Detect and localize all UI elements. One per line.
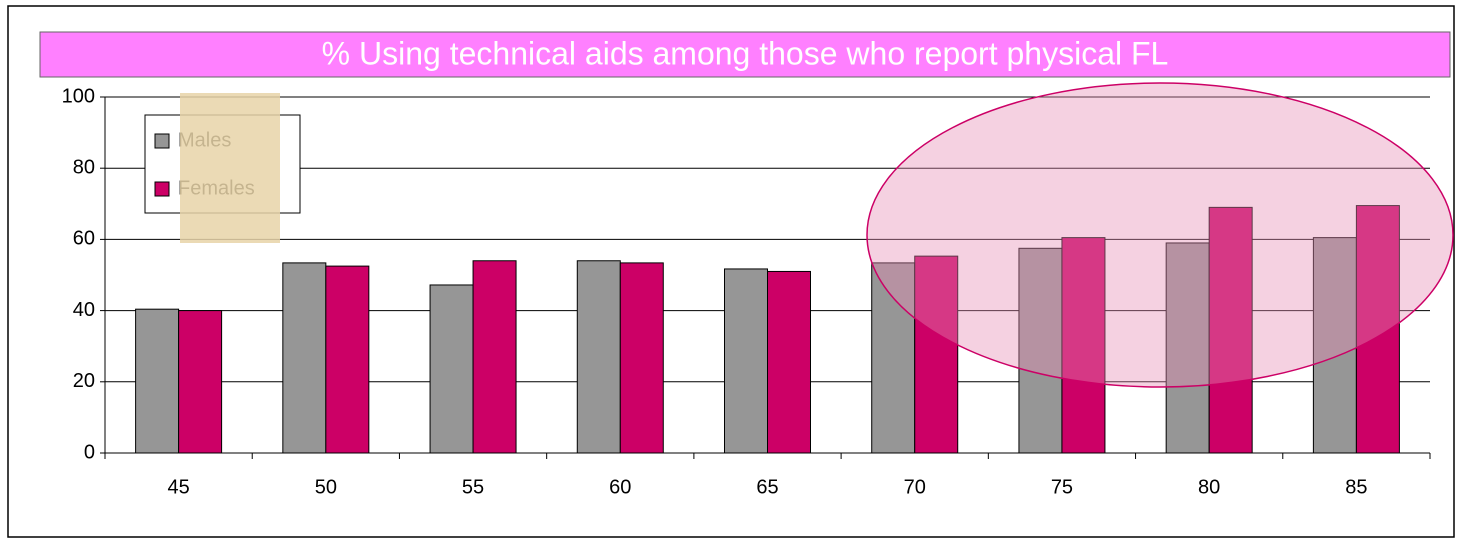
legend-swatch bbox=[154, 133, 170, 149]
bar bbox=[325, 265, 370, 454]
bar bbox=[429, 284, 474, 454]
bar bbox=[135, 308, 180, 454]
y-tick-label: 40 bbox=[73, 299, 95, 321]
x-tick-label: 75 bbox=[1051, 476, 1073, 498]
bar bbox=[1355, 205, 1400, 454]
y-tick-label: 0 bbox=[84, 441, 95, 463]
x-tick-label: 45 bbox=[167, 476, 189, 498]
bar bbox=[576, 260, 621, 454]
plot: 0 20 40 60 80 100 45 50 55 60 65 70 75 80 85 bbox=[62, 85, 1431, 498]
title-box bbox=[39, 31, 1451, 78]
highlight-ellipse bbox=[866, 82, 1454, 388]
x-tick-label: 65 bbox=[756, 476, 778, 498]
bar bbox=[619, 262, 664, 454]
x-tick-label: 80 bbox=[1198, 476, 1220, 498]
bar bbox=[282, 262, 327, 454]
bar bbox=[472, 260, 517, 454]
bar bbox=[1018, 247, 1063, 454]
decorative-picture bbox=[180, 93, 280, 243]
bar bbox=[724, 268, 768, 454]
x-tick-label: 60 bbox=[609, 476, 631, 498]
bar bbox=[914, 255, 959, 454]
bar bbox=[178, 310, 223, 454]
bar bbox=[871, 262, 916, 454]
bar bbox=[1208, 206, 1253, 454]
x-tick-label: 55 bbox=[462, 476, 484, 498]
chart-title: % Using technical aids among those who r… bbox=[322, 35, 1169, 71]
y-tick-label: 100 bbox=[62, 85, 95, 107]
x-tick-label: 70 bbox=[904, 476, 926, 498]
bar bbox=[1061, 237, 1106, 454]
bar bbox=[1165, 242, 1210, 454]
y-tick-label: 60 bbox=[73, 228, 95, 250]
y-tick-label: 80 bbox=[73, 156, 95, 178]
x-tick-label: 85 bbox=[1345, 476, 1367, 498]
bar bbox=[1312, 237, 1357, 454]
x-tick-label: 50 bbox=[315, 476, 337, 498]
y-tick-label: 20 bbox=[73, 370, 95, 392]
bar bbox=[767, 270, 811, 454]
legend-swatch bbox=[154, 181, 170, 197]
